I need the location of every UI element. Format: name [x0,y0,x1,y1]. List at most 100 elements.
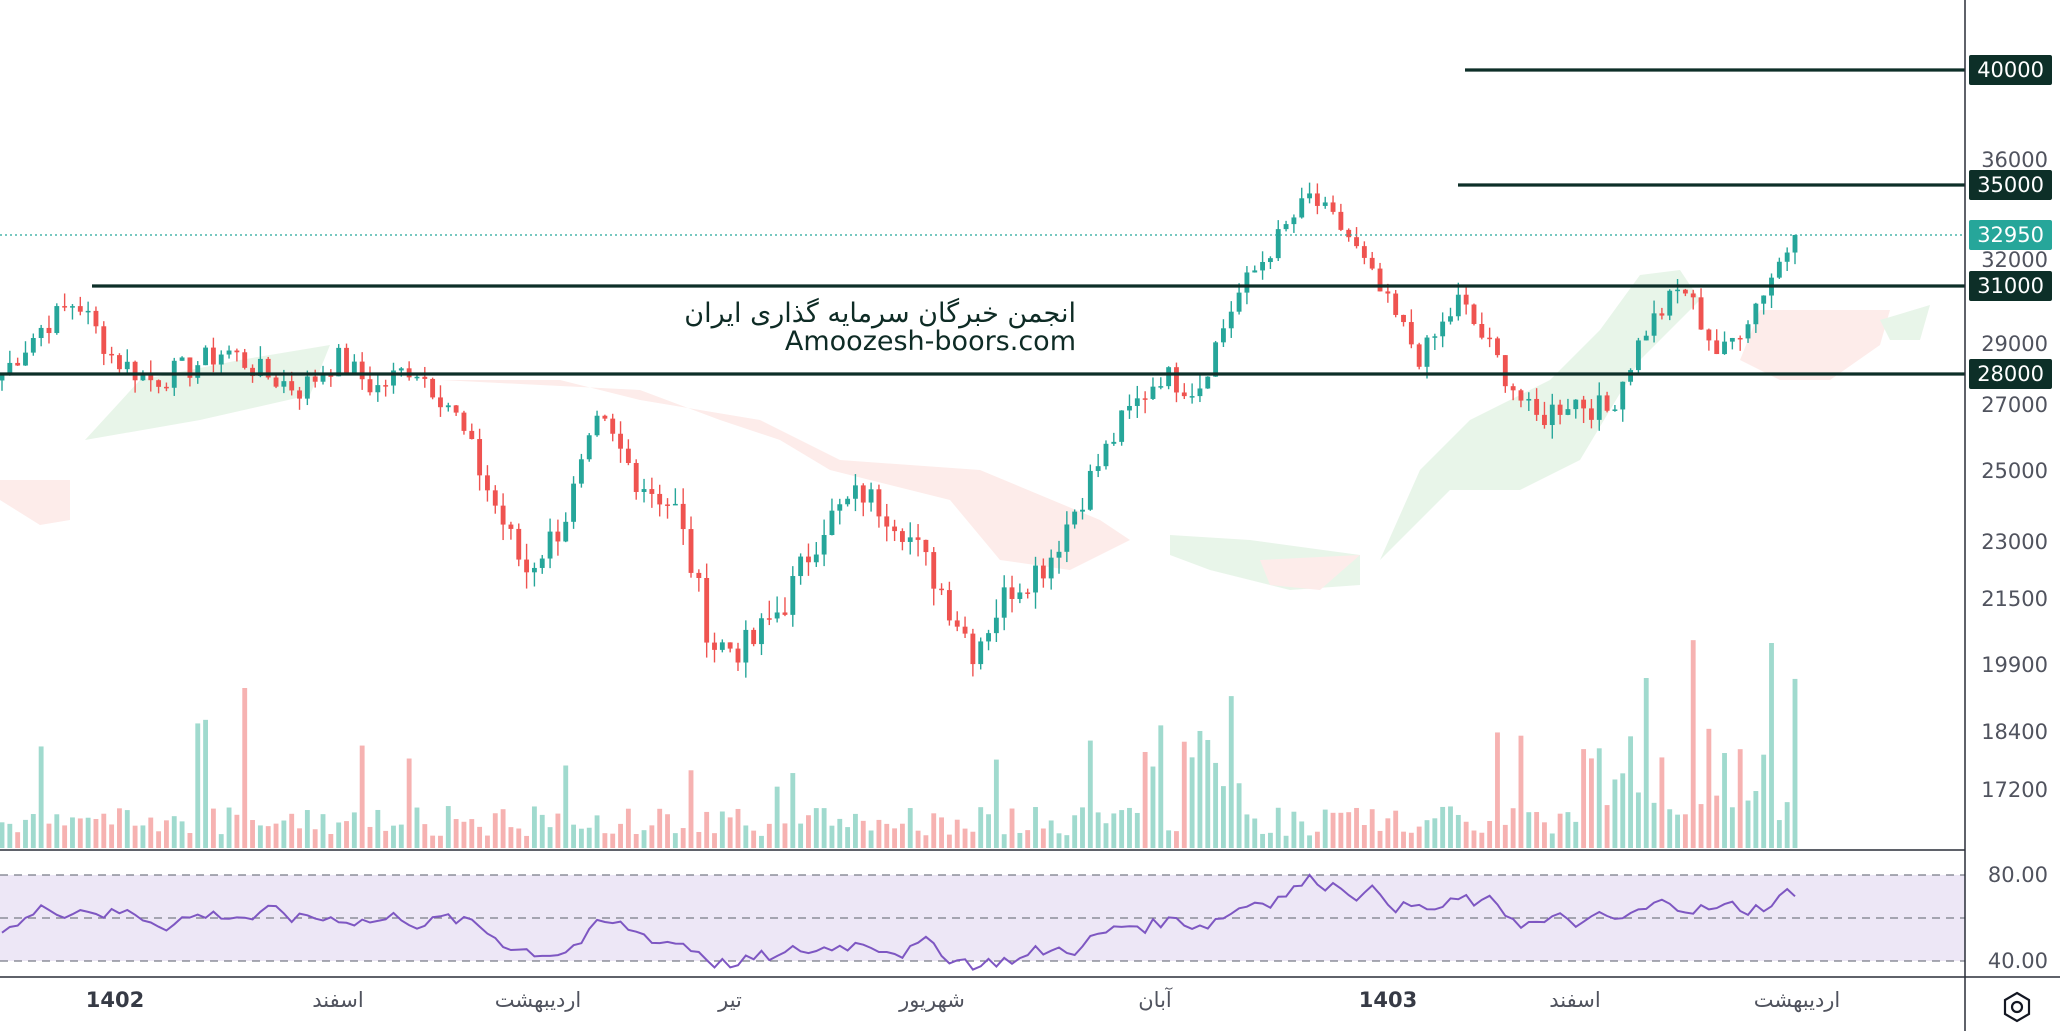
candle-body [430,378,436,398]
candle-body [586,435,592,460]
candle-body [1346,229,1352,238]
candle-body [790,576,796,615]
candle-body [1338,211,1344,230]
candle-body [289,381,295,391]
volume-bar [712,833,717,848]
volume-bar [351,812,357,848]
candle-body [876,489,882,517]
volume-bar [234,814,240,848]
candle-body [1252,270,1258,273]
time-axis-label: تیر [718,988,742,1012]
volume-bar [1142,751,1148,848]
candle-body [375,385,381,393]
candle-body [571,483,576,522]
candle-body [1455,294,1461,317]
volume-bar [1174,831,1179,848]
volume-bar [1565,812,1571,848]
candle-body [907,537,913,542]
candle-body [743,629,749,663]
volume-bar [62,825,68,848]
candle-body [234,350,240,353]
volume-bar [492,813,498,848]
candle-body [469,430,475,440]
volume-bar [1103,823,1109,848]
candle-body [1134,398,1140,406]
volume-bar [1432,818,1438,848]
volume-bar [978,807,984,848]
candle-body [1236,292,1242,312]
volume-bar [571,824,576,848]
volume-bar [1651,802,1657,848]
volume-bar [610,833,616,848]
candle-body [1377,268,1383,292]
volume-bar [625,808,631,848]
candle-body [1424,337,1430,367]
volume-bar [257,825,263,848]
candle-body [15,362,21,366]
candle-body [1354,237,1359,247]
volume-bar [54,814,60,848]
volume-bar [1095,812,1101,848]
candle-body [1228,311,1234,329]
volume-bar [1510,808,1516,848]
volume-bar [242,688,248,848]
candle-body [163,386,169,389]
time-axis-label: اسفند [1549,988,1601,1012]
volume-bar [156,831,162,848]
candle-body [344,347,349,373]
candle-body [633,462,639,492]
candle-body [109,353,115,356]
volume-bar [1448,806,1453,848]
volume-bar [7,823,13,848]
candle-body [1526,398,1532,401]
candle-body [1495,338,1500,356]
candle-body [1729,337,1735,342]
candle-body [179,357,185,361]
volume-bar [508,827,514,848]
volume-bar [578,828,584,848]
candle-body [1221,328,1226,343]
candle-body [1776,261,1782,278]
candle-body [1534,398,1540,415]
volume-bar [829,825,835,848]
volume-bar [790,773,796,848]
candle-body [93,310,99,327]
candle-body [1722,341,1727,355]
candle-body [281,381,287,387]
volume-bars [0,640,1798,848]
candle-body [351,361,357,373]
volume-bar [328,833,334,848]
volume-bar [1127,807,1132,848]
volume-bar [704,811,710,848]
candle-body [1197,388,1203,397]
price-axis-label: 17200 [1981,778,2048,802]
candle-body [1017,592,1023,599]
time-axis-label: شهریور [899,988,965,1012]
volume-bar [1706,728,1712,848]
volume-bar [1385,818,1391,848]
candle-body [101,326,107,354]
settings-icon[interactable] [2000,990,2034,1024]
candle-body [1064,524,1070,552]
level-badge: 28000 [1969,359,2052,389]
candle-body [1127,405,1132,411]
candle-body [1040,565,1046,579]
candle-body [578,459,584,484]
candle-body [1275,229,1281,259]
volume-bar [719,811,725,848]
candle-body [1001,587,1007,618]
volume-bar [1048,820,1054,848]
candle-body [1581,399,1587,409]
volume-bar [1604,805,1610,848]
candle-body [1440,321,1446,337]
volume-bar [1158,725,1164,848]
candle-body [665,504,670,506]
volume-bar [986,814,991,848]
volume-bar [1056,833,1062,848]
candle-body [23,352,28,366]
volume-bar [1745,800,1751,848]
volume-bar [203,719,208,848]
candle-body [485,475,490,491]
volume-bar [1307,835,1312,848]
